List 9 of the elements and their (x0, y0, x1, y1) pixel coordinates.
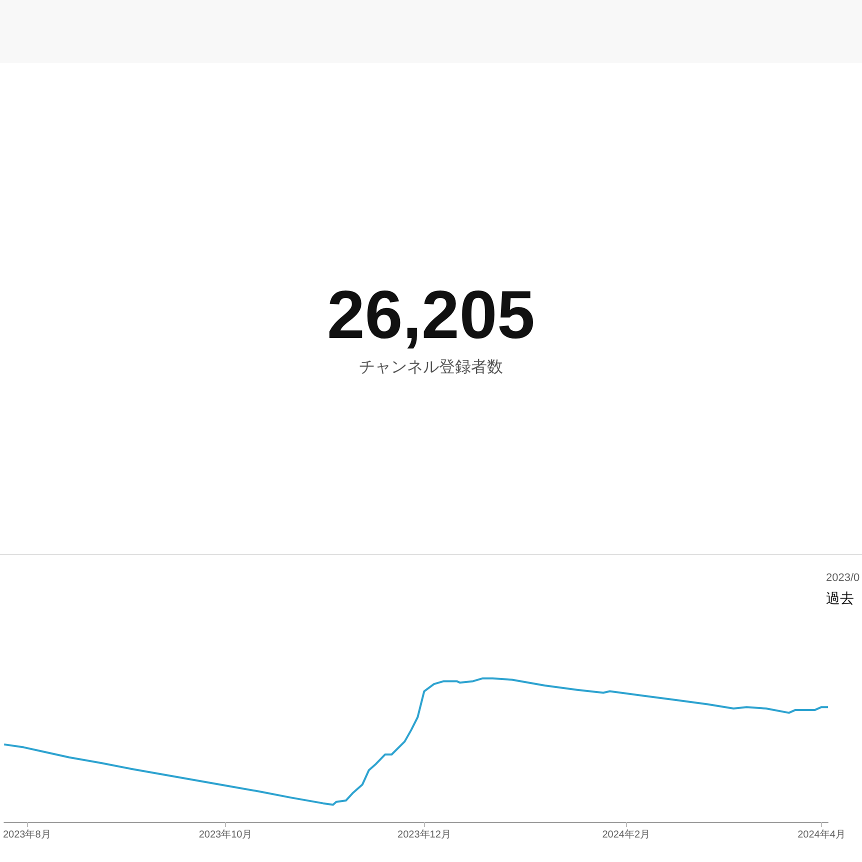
chart-subtitle: チャンネル登録者数 (358, 358, 504, 378)
text: 2023/0 (826, 572, 860, 584)
x-tick-label: 2023年12月 (398, 828, 451, 840)
x-tick-label: 2024年2月 (602, 828, 650, 840)
x-tick-label: 2024年4月 (798, 828, 846, 840)
chart-title: 26,205 (326, 276, 536, 354)
x-tick-label: 2023年10月 (198, 828, 252, 840)
text: 過去 (826, 590, 854, 608)
x-tick-label: 2023年8月 (3, 828, 51, 840)
